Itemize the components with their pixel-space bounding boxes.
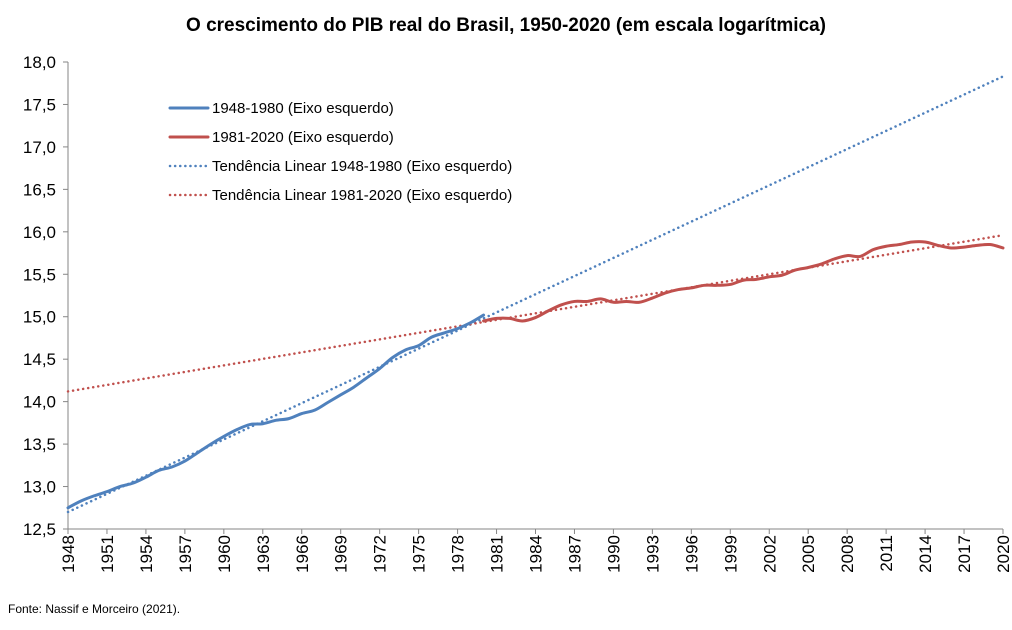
x-tick-label: 1996 <box>682 535 701 573</box>
x-tick-label: 1993 <box>643 535 662 573</box>
trend-line-2 <box>66 75 1005 514</box>
x-tick-label: 2002 <box>760 535 779 573</box>
x-tick-label: 2011 <box>877 535 896 572</box>
x-axis-ticks: 1948 1951 1954 1957 1960 1963 1966 1969 1972 1975… <box>59 529 1012 573</box>
y-tick-label: 18,0 <box>23 53 56 72</box>
trend-line-3 <box>66 233 1005 393</box>
x-tick-label: 2014 <box>916 535 935 573</box>
legend-label: 1981-2020 (Eixo esquerdo) <box>212 129 394 146</box>
legend-label: Tendência Linear 1948-1980 (Eixo esquerd… <box>212 158 512 175</box>
y-tick-label: 16,5 <box>23 180 56 199</box>
x-tick-label: 1969 <box>332 535 351 573</box>
x-tick-label: 2020 <box>994 535 1012 573</box>
y-tick-label: 16,0 <box>23 223 56 242</box>
x-tick-label: 1963 <box>254 535 273 573</box>
y-tick-label: 17,5 <box>23 95 56 114</box>
y-tick-label: 13,0 <box>23 478 56 497</box>
x-tick-label: 1978 <box>449 535 468 573</box>
y-tick-label: 14,5 <box>23 350 56 369</box>
x-tick-label: 1987 <box>565 535 584 573</box>
x-tick-label: 2005 <box>799 535 818 573</box>
legend-label: 1948-1980 (Eixo esquerdo) <box>212 100 394 117</box>
series-layer <box>66 75 1005 514</box>
series-line-0 <box>66 313 486 510</box>
x-tick-label: 1984 <box>527 535 546 573</box>
x-tick-label: 1957 <box>176 535 195 573</box>
x-tick-label: 1951 <box>98 535 117 573</box>
y-tick-label: 15,0 <box>23 308 56 327</box>
x-tick-label: 1960 <box>215 535 234 573</box>
chart-title: O crescimento do PIB real do Brasil, 195… <box>186 15 826 36</box>
legend-label: Tendência Linear 1981-2020 (Eixo esquerd… <box>212 187 512 204</box>
y-tick-label: 17,0 <box>23 138 56 157</box>
x-tick-label: 1999 <box>721 535 740 573</box>
y-tick-label: 12,5 <box>23 520 56 539</box>
x-tick-label: 2008 <box>838 535 857 573</box>
x-tick-label: 2017 <box>955 535 974 573</box>
source-note: Fonte: Nassif e Morceiro (2021). <box>8 602 181 616</box>
x-tick-label: 1990 <box>604 535 623 573</box>
y-tick-label: 13,5 <box>23 435 56 454</box>
x-tick-label: 1981 <box>488 535 507 573</box>
y-axis-ticks: 12,5 13,0 13,5 14,0 14,5 15,0 15,5 16,0 16,5 17,0… <box>23 53 68 539</box>
line-chart: O crescimento do PIB real do Brasil, 195… <box>23 15 1012 573</box>
x-tick-label: 1972 <box>371 535 390 573</box>
x-tick-label: 1966 <box>293 535 312 573</box>
chart-legend: 1948-1980 (Eixo esquerdo) 1981-2020 (Eixo… <box>168 100 512 204</box>
x-tick-label: 1954 <box>137 535 156 573</box>
y-tick-label: 15,5 <box>23 265 56 284</box>
series-line-1 <box>482 240 1005 323</box>
x-tick-label: 1975 <box>410 535 429 573</box>
x-tick-label: 1948 <box>59 535 78 573</box>
y-tick-label: 14,0 <box>23 393 56 412</box>
